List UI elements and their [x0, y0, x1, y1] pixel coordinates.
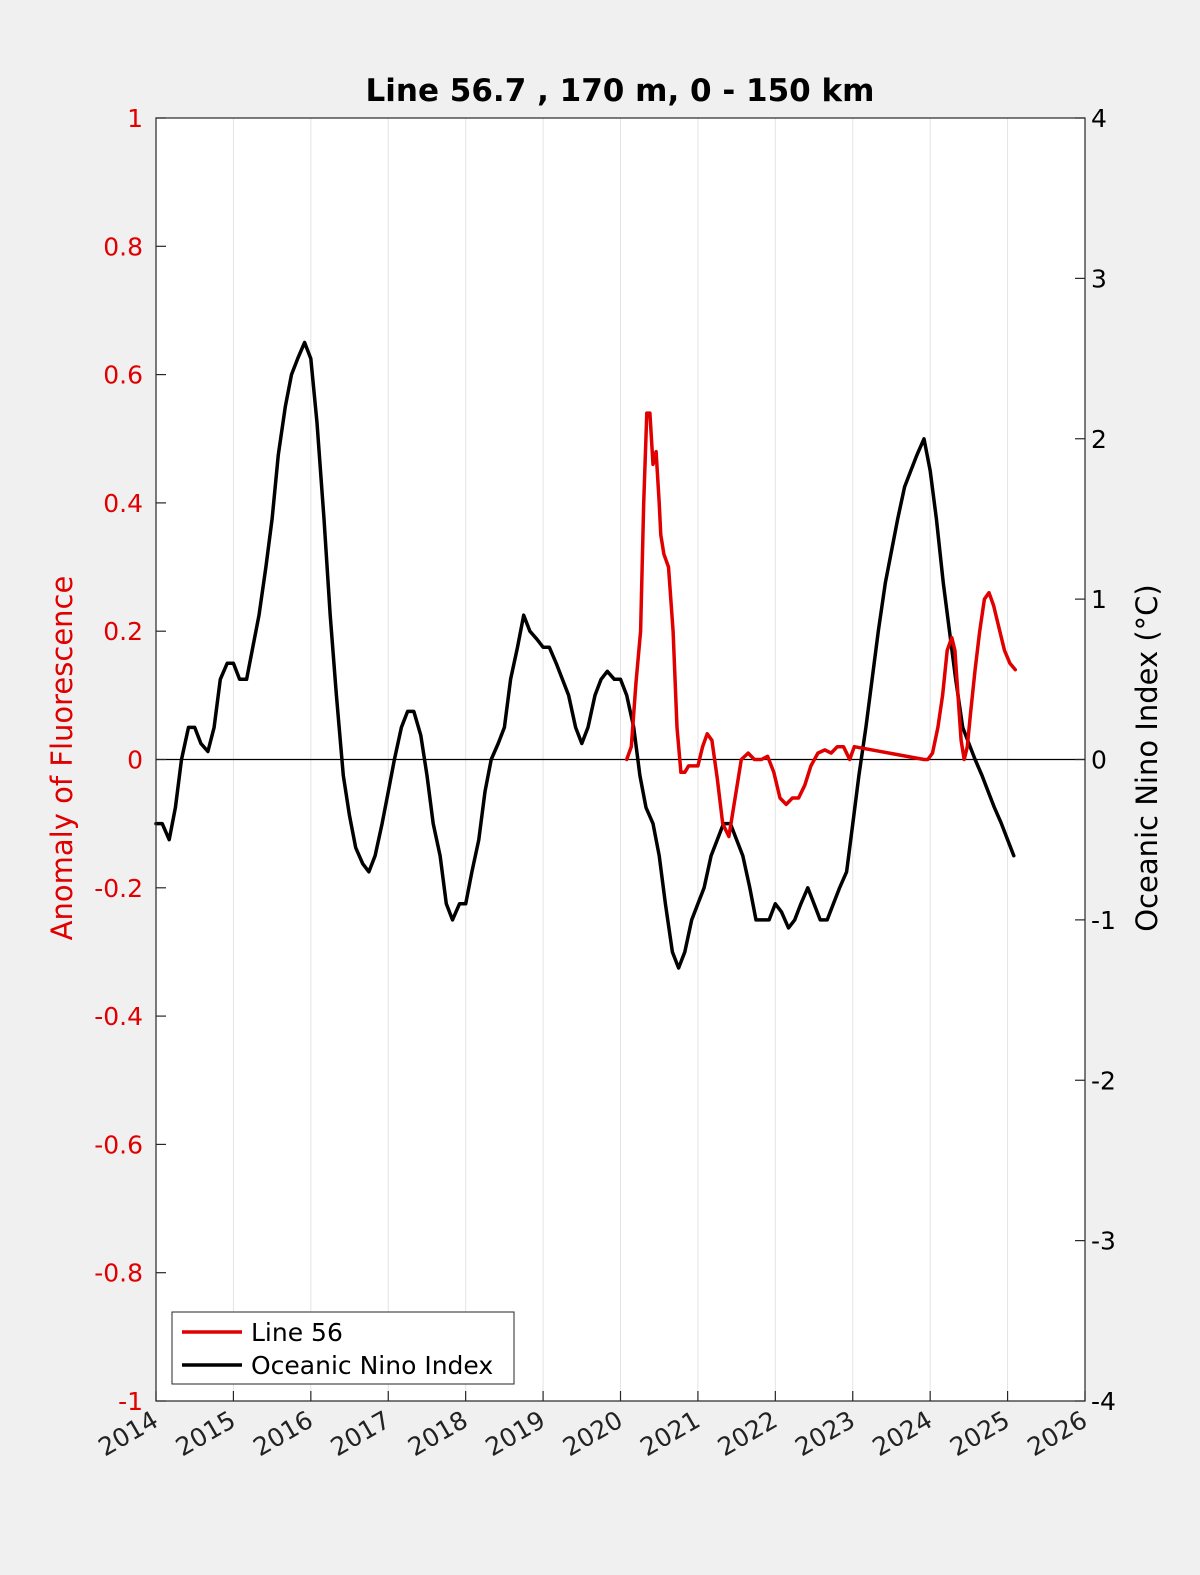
legend-box: [171, 1311, 515, 1385]
y-tick-label-left: -0.8: [94, 1259, 143, 1288]
y-tick-label-left: -0.2: [94, 874, 143, 903]
y-tick-label-right: -1: [1091, 906, 1116, 935]
y-tick-label-left: 0: [127, 746, 143, 775]
y-tick-label-left: 0.6: [103, 361, 143, 390]
y-tick-label-right: 1: [1091, 585, 1107, 614]
y-tick-label-right: -2: [1091, 1066, 1116, 1095]
right-y-axis: 4 3 2 1 0 -1 -2 -3 -4: [1075, 104, 1116, 1416]
legend-label-line56: Line 56: [251, 1318, 343, 1347]
y-tick-label-left: 0.8: [103, 232, 143, 261]
y-tick-label-right: 0: [1091, 746, 1107, 775]
y-tick-label-right: -4: [1091, 1387, 1116, 1416]
y-axis-label-left: Anomaly of Fluorescence: [45, 576, 79, 941]
y-tick-label-right: -3: [1091, 1227, 1116, 1256]
chart-title: Line 56.7 , 170 m, 0 - 150 km: [366, 73, 875, 109]
y-tick-label-left: 0.2: [103, 617, 143, 646]
y-tick-label-right: 2: [1091, 425, 1107, 454]
y-tick-label-left: 0.4: [103, 489, 143, 518]
legend-label-oni: Oceanic Nino Index: [251, 1351, 493, 1380]
series-line56: [624, 411, 1018, 839]
y-tick-label-right: 4: [1091, 104, 1107, 133]
y-tick-label-left: -0.6: [94, 1130, 143, 1159]
series-oceanic-nino-index: [154, 340, 1016, 970]
y-tick-label-right: 3: [1091, 264, 1107, 293]
legend: Line 56 Oceanic Nino Index: [171, 1311, 515, 1385]
y-axis-label-right: Oceanic Nino Index (°C): [1130, 584, 1164, 932]
y-tick-label-left: 1: [127, 104, 143, 133]
y-tick-label-left: -1: [118, 1387, 143, 1416]
y-tick-label-left: -0.4: [94, 1002, 143, 1031]
series-lines: [154, 340, 1018, 970]
left-y-axis: 1 0.8 0.6 0.4 0.2 0 -0.2 -0.4 -0.6 -0.8 -1: [94, 104, 166, 1416]
